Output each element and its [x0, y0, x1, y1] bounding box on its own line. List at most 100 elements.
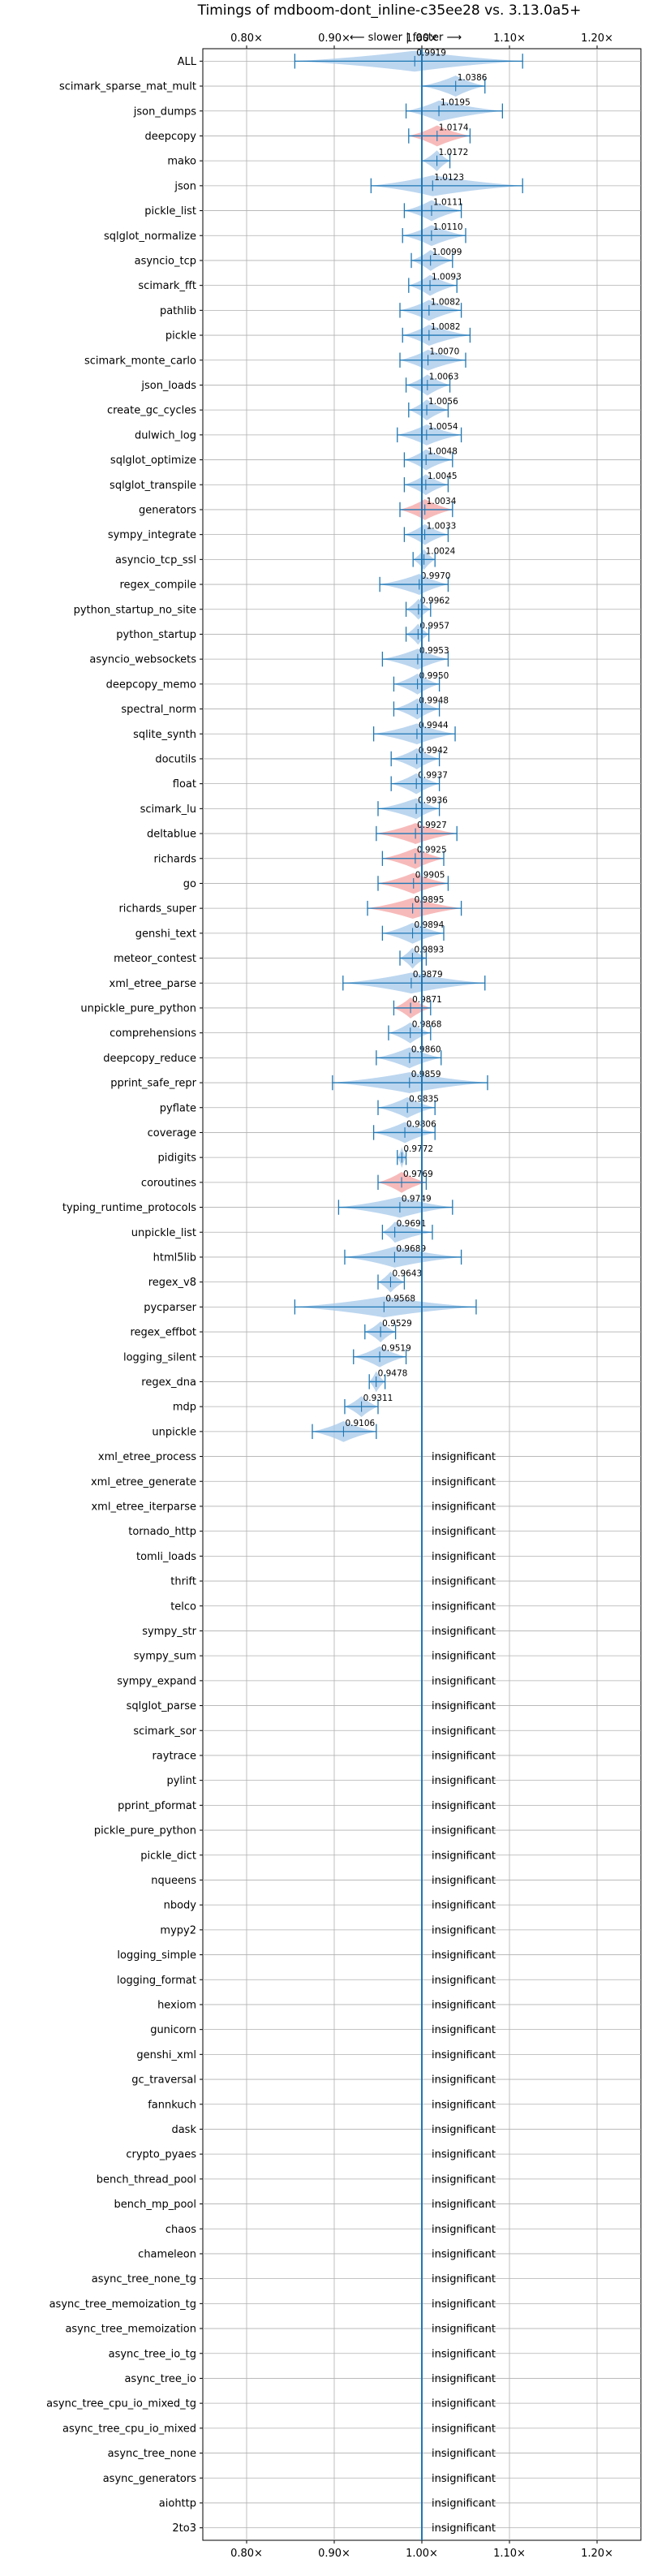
y-tick-label: scimark_fft	[138, 280, 196, 292]
median-value-label: 0.9925	[417, 846, 447, 855]
y-tick-label: ALL	[178, 56, 197, 68]
benchmark-row: 0.9944	[372, 721, 456, 745]
y-tick-label: typing_runtime_protocols	[62, 1202, 196, 1214]
benchmark-row: 1.0082	[399, 297, 462, 321]
y-tick-label: async_tree_cpu_io_mixed	[62, 2423, 196, 2435]
benchmark-row: 0.9835	[377, 1095, 439, 1118]
median-value-label: 0.9643	[392, 1269, 422, 1279]
insignificant-label: insignificant	[432, 2398, 496, 2410]
median-value-label: 0.9894	[415, 920, 445, 930]
insignificant-label: insignificant	[432, 2348, 496, 2360]
benchmark-row: 0.9769	[377, 1170, 433, 1193]
y-tick-label: regex_v8	[148, 1277, 196, 1289]
benchmark-row: 0.9950	[393, 671, 449, 695]
y-tick-label: crypto_pyaes	[126, 2149, 196, 2161]
x-tick-label-top: 0.80×	[230, 32, 263, 45]
y-tick-label: async_tree_none_tg	[92, 2273, 196, 2285]
benchmark-row: 0.9957	[405, 621, 449, 645]
y-tick-label: logging_format	[117, 1975, 196, 1987]
benchmark-row: 0.9937	[390, 771, 448, 795]
y-tick-label: pickle_list	[144, 205, 196, 218]
insignificant-label: insignificant	[432, 1949, 496, 1962]
benchmark-row: 1.0054	[397, 422, 462, 446]
insignificant-label: insignificant	[432, 2224, 496, 2236]
median-value-label: 1.0111	[433, 197, 463, 207]
median-value-label: 1.0093	[432, 273, 462, 282]
insignificant-label: insignificant	[432, 1975, 496, 1987]
y-tick-label: sqlglot_normalize	[104, 230, 196, 243]
median-value-label: 0.9970	[421, 571, 451, 581]
insignificant-label: insignificant	[432, 1825, 496, 1837]
y-tick-label: tornado_http	[128, 1526, 196, 1538]
x-tick-label-bottom: 0.80×	[230, 2548, 263, 2560]
y-tick-label: gc_traversal	[131, 2074, 196, 2087]
y-tick-label: docutils	[155, 753, 196, 765]
y-tick-label: thrift	[170, 1576, 196, 1588]
benchmark-row: 0.9519	[353, 1344, 411, 1368]
benchmark-row: 1.0024	[412, 546, 456, 571]
y-tick-label: unpickle_list	[131, 1227, 196, 1239]
y-tick-label: comprehensions	[110, 1027, 196, 1040]
insignificant-label: insignificant	[432, 2373, 496, 2385]
median-value-label: 1.0082	[431, 297, 461, 307]
y-tick-label: async_tree_io	[124, 2373, 196, 2385]
y-tick-label: raytrace	[152, 1750, 196, 1762]
benchmark-row: 0.9691	[381, 1219, 433, 1243]
median-value-label: 0.9311	[363, 1394, 393, 1403]
y-tick-label: genshi_text	[135, 928, 196, 940]
insignificant-label: insignificant	[432, 2473, 496, 2485]
y-tick-label: async_tree_memoization_tg	[49, 2298, 196, 2311]
y-tick-label: asyncio_websockets	[89, 654, 196, 666]
median-value-label: 1.0082	[431, 322, 461, 332]
median-value-label: 1.0063	[429, 372, 459, 381]
y-tick-label: bench_mp_pool	[114, 2199, 196, 2211]
x-tick-label-top: 0.90×	[318, 32, 350, 45]
benchmark-row: 1.0048	[403, 446, 458, 471]
benchmark-row: 0.9879	[342, 970, 486, 994]
y-tick-label: 2to3	[172, 2522, 196, 2535]
y-tick-label: gunicorn	[150, 2024, 196, 2036]
benchmark-row: 0.9859	[332, 1070, 488, 1093]
y-tick-label: html5lib	[153, 1251, 196, 1264]
median-value-label: 0.9835	[409, 1095, 439, 1105]
x-tick-label-bottom: 1.10×	[493, 2548, 526, 2560]
y-tick-label: dask	[171, 2124, 196, 2136]
benchmark-row: 0.9106	[312, 1419, 377, 1442]
median-value-label: 0.9957	[419, 621, 449, 631]
y-tick-label: async_tree_memoization	[65, 2324, 196, 2336]
y-tick-label: async_generators	[103, 2473, 197, 2485]
benchmark-row: 1.0111	[403, 197, 463, 222]
y-tick-label: xml_etree_process	[98, 1451, 196, 1463]
median-value-label: 1.0123	[434, 173, 464, 183]
y-tick-label: richards	[154, 853, 197, 865]
y-tick-label: deepcopy	[144, 131, 196, 143]
y-tick-label: create_gc_cycles	[107, 405, 196, 417]
median-value-label: 0.9749	[402, 1194, 432, 1204]
insignificant-label: insignificant	[432, 1700, 496, 1712]
y-tick-label: deepcopy_reduce	[103, 1053, 196, 1065]
median-value-label: 0.9689	[396, 1244, 426, 1254]
insignificant-label: insignificant	[432, 2248, 496, 2260]
chart-title: Timings of mdboom-dont_inline-c35ee28 vs…	[197, 2, 582, 19]
y-tick-label: fannkuch	[148, 2099, 196, 2111]
y-tick-label: deepcopy_memo	[106, 678, 196, 691]
y-tick-label: scimark_monte_carlo	[84, 355, 196, 367]
y-tick-label: mypy2	[160, 1924, 196, 1936]
median-value-label: 0.9942	[419, 746, 449, 756]
insignificant-label: insignificant	[432, 1875, 496, 1887]
y-tick-label: json_loads	[140, 380, 196, 392]
median-value-label: 0.9769	[403, 1170, 433, 1179]
y-tick-label: sqlglot_transpile	[110, 480, 196, 492]
y-tick-label: xml_etree_generate	[91, 1476, 196, 1488]
x-tick-label-top: 1.10×	[493, 32, 526, 45]
insignificant-label: insignificant	[432, 1576, 496, 1588]
y-tick-label: sqlglot_parse	[127, 1700, 196, 1712]
benchmark-row: 0.9936	[377, 795, 448, 820]
median-value-label: 1.0195	[441, 98, 471, 108]
benchmark-row: 0.9772	[397, 1144, 433, 1169]
insignificant-label: insignificant	[432, 1476, 496, 1488]
insignificant-label: insignificant	[432, 2298, 496, 2311]
y-tick-label: async_tree_none	[108, 2448, 196, 2460]
